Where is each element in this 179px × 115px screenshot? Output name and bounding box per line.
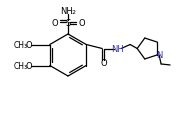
Text: CH₃: CH₃ <box>14 61 28 70</box>
Text: O: O <box>25 41 32 50</box>
Text: NH: NH <box>111 45 124 54</box>
Text: S: S <box>65 18 71 27</box>
Text: O: O <box>51 18 58 27</box>
Text: NH: NH <box>61 6 73 15</box>
Text: 2: 2 <box>71 9 76 14</box>
Text: O: O <box>101 59 108 68</box>
Text: O: O <box>78 18 85 27</box>
Text: O: O <box>25 61 32 70</box>
Text: N: N <box>156 51 162 60</box>
Text: CH₃: CH₃ <box>14 41 28 50</box>
